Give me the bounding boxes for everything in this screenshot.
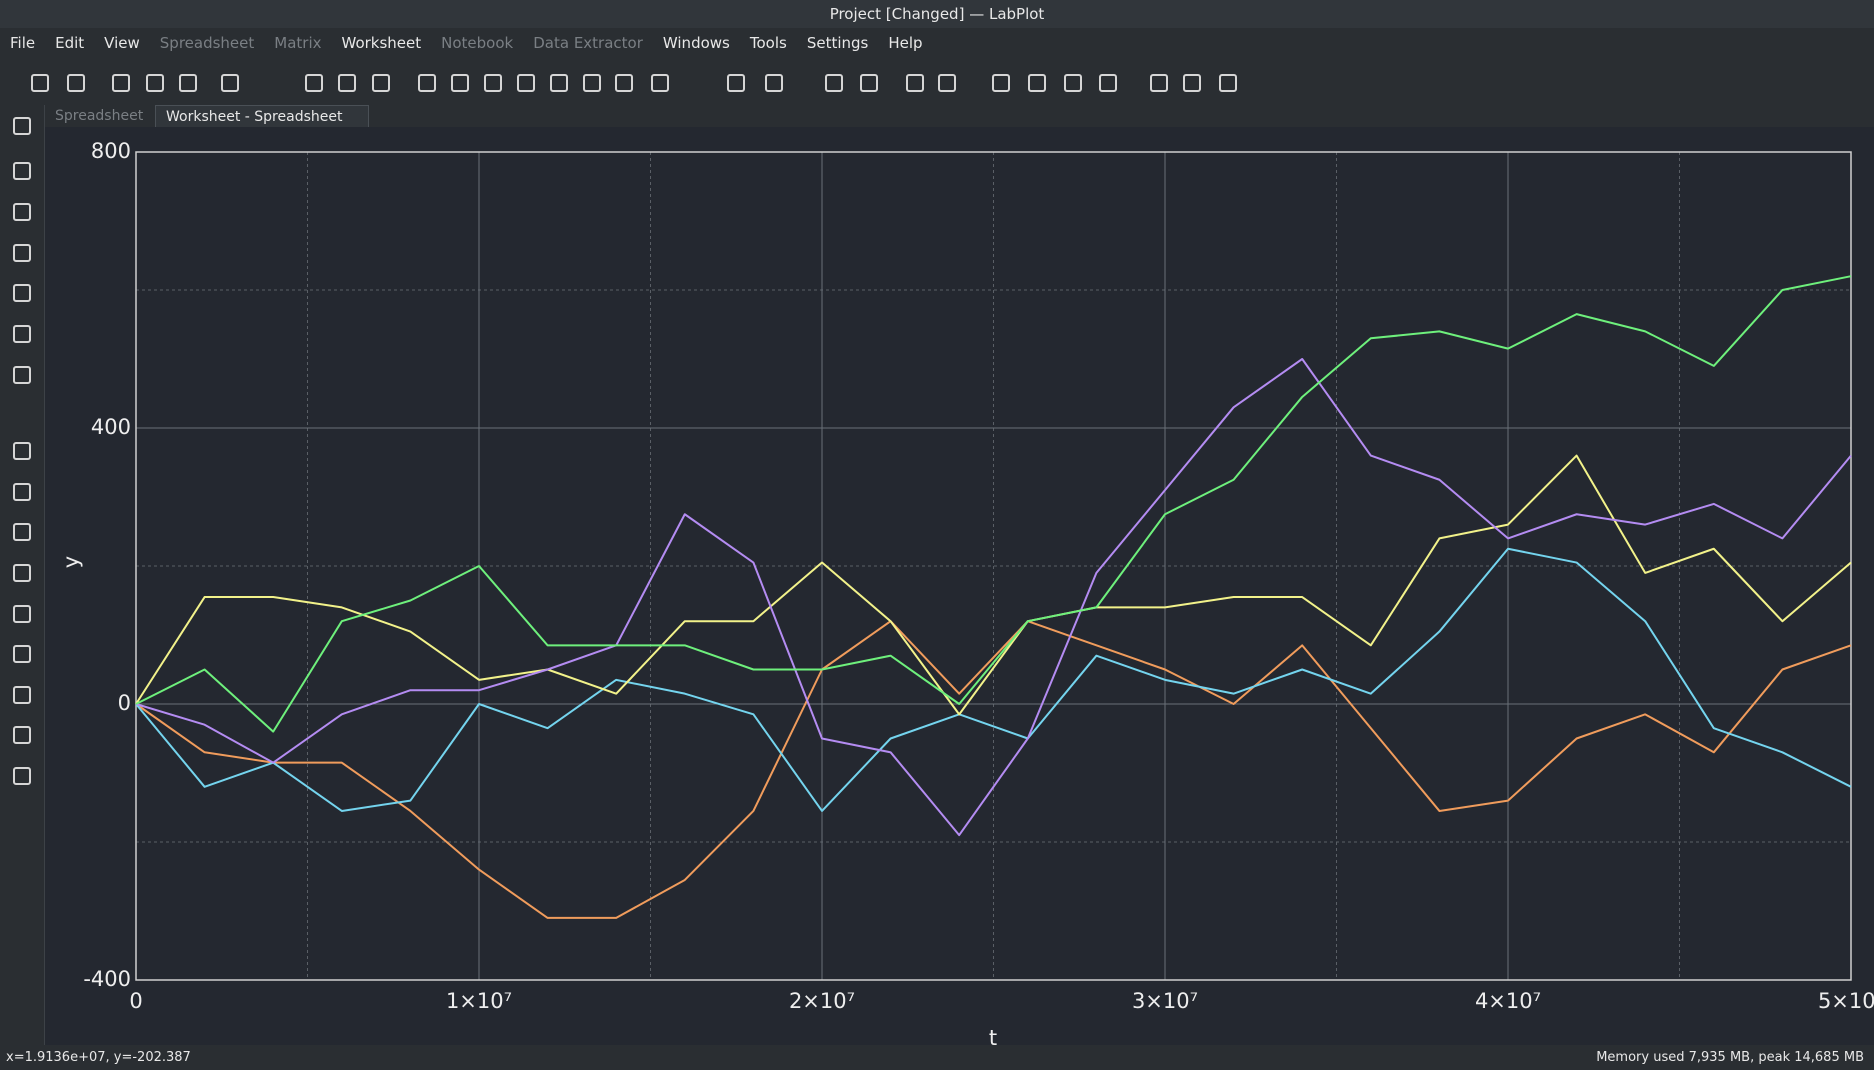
x-axis-label: t bbox=[989, 1026, 997, 1045]
tool-button[interactable] bbox=[13, 686, 31, 704]
menu-item[interactable]: Settings bbox=[797, 29, 879, 57]
tool-button[interactable] bbox=[13, 366, 31, 384]
tab[interactable]: Spreadsheet bbox=[45, 105, 169, 127]
menu-item[interactable]: View bbox=[94, 29, 150, 57]
toolbar-button[interactable] bbox=[1219, 74, 1237, 92]
menu-item[interactable]: Data Extractor bbox=[523, 29, 653, 57]
x-tick-label: 2×10⁷ bbox=[789, 989, 855, 1013]
tool-button[interactable] bbox=[13, 244, 31, 262]
toolbar-button[interactable] bbox=[727, 74, 745, 92]
tool-button[interactable] bbox=[13, 483, 31, 501]
tool-button[interactable] bbox=[13, 523, 31, 541]
tool-button[interactable] bbox=[13, 203, 31, 221]
menu-item[interactable]: Windows bbox=[653, 29, 740, 57]
tool-button[interactable] bbox=[13, 605, 31, 623]
side-toolbar bbox=[0, 105, 45, 1045]
memory-info: Memory used 7,935 MB, peak 14,685 MB bbox=[1596, 1046, 1864, 1070]
x-tick-label: 0 bbox=[129, 989, 142, 1013]
tool-button[interactable] bbox=[13, 325, 31, 343]
tab[interactable]: Worksheet - Spreadsheet bbox=[155, 105, 369, 129]
y-tick-label: 0 bbox=[118, 691, 131, 715]
toolbar-button[interactable] bbox=[615, 74, 633, 92]
toolbar-button[interactable] bbox=[906, 74, 924, 92]
menu-item[interactable]: Edit bbox=[45, 29, 94, 57]
tab-bar: Spreadsheet Worksheet - Spreadsheet bbox=[45, 105, 1874, 128]
x-tick-label: 5×10⁷ bbox=[1818, 989, 1874, 1013]
toolbar-button[interactable] bbox=[992, 74, 1010, 92]
toolbar-button[interactable] bbox=[67, 74, 85, 92]
toolbar-button[interactable] bbox=[146, 74, 164, 92]
toolbar-button[interactable] bbox=[221, 74, 239, 92]
x-tick-label: 4×10⁷ bbox=[1475, 989, 1541, 1013]
menu-item[interactable]: Notebook bbox=[431, 29, 523, 57]
tool-button[interactable] bbox=[13, 645, 31, 663]
toolbar-button[interactable] bbox=[765, 74, 783, 92]
toolbar-button[interactable] bbox=[860, 74, 878, 92]
toolbar-button[interactable] bbox=[825, 74, 843, 92]
tool-button[interactable] bbox=[13, 564, 31, 582]
x-tick-label: 3×10⁷ bbox=[1132, 989, 1198, 1013]
toolbar-button[interactable] bbox=[1028, 74, 1046, 92]
toolbar-button[interactable] bbox=[1183, 74, 1201, 92]
toolbar-button[interactable] bbox=[1064, 74, 1082, 92]
menu-item[interactable]: Matrix bbox=[264, 29, 331, 57]
tool-button[interactable] bbox=[13, 117, 31, 135]
menu-bar: FileEditViewSpreadsheetMatrixWorksheetNo… bbox=[0, 29, 1874, 57]
toolbar-button[interactable] bbox=[484, 74, 502, 92]
toolbar-button[interactable] bbox=[451, 74, 469, 92]
toolbar-button[interactable] bbox=[583, 74, 601, 92]
toolbar-button[interactable] bbox=[112, 74, 130, 92]
toolbar-button[interactable] bbox=[550, 74, 568, 92]
toolbar-button[interactable] bbox=[1150, 74, 1168, 92]
toolbar-button[interactable] bbox=[938, 74, 956, 92]
toolbar-button[interactable] bbox=[517, 74, 535, 92]
menu-item[interactable]: Tools bbox=[740, 29, 797, 57]
worksheet-background bbox=[45, 127, 1874, 1045]
tool-button[interactable] bbox=[13, 442, 31, 460]
toolbar-button[interactable] bbox=[1099, 74, 1117, 92]
menu-item[interactable]: Worksheet bbox=[332, 29, 432, 57]
toolbar-button[interactable] bbox=[31, 74, 49, 92]
toolbar-button[interactable] bbox=[651, 74, 669, 92]
y-tick-label: 800 bbox=[91, 139, 131, 163]
toolbar-button[interactable] bbox=[179, 74, 197, 92]
tool-button[interactable] bbox=[13, 767, 31, 785]
tool-button[interactable] bbox=[13, 284, 31, 302]
window-title: Project [Changed] — LabPlot bbox=[830, 5, 1045, 23]
title-bar: Project [Changed] — LabPlot bbox=[0, 0, 1874, 28]
status-bar: x=1.9136e+07, y=-202.387 Memory used 7,9… bbox=[0, 1046, 1874, 1070]
menu-item[interactable]: Help bbox=[878, 29, 932, 57]
toolbar-button[interactable] bbox=[418, 74, 436, 92]
cursor-position: x=1.9136e+07, y=-202.387 bbox=[6, 1046, 191, 1070]
worksheet: y t 01×10⁷2×10⁷3×10⁷4×10⁷5×10⁷-400040080… bbox=[45, 127, 1874, 1045]
tool-button[interactable] bbox=[13, 162, 31, 180]
menu-item[interactable]: Spreadsheet bbox=[150, 29, 264, 57]
toolbar-button[interactable] bbox=[305, 74, 323, 92]
toolbar-button[interactable] bbox=[372, 74, 390, 92]
y-axis-label: y bbox=[59, 556, 83, 568]
y-tick-label: 400 bbox=[91, 415, 131, 439]
y-tick-label: -400 bbox=[83, 967, 131, 991]
x-tick-label: 1×10⁷ bbox=[446, 989, 512, 1013]
menu-item[interactable]: File bbox=[0, 29, 45, 57]
toolbar-button[interactable] bbox=[338, 74, 356, 92]
tool-button[interactable] bbox=[13, 726, 31, 744]
toolbar bbox=[0, 62, 1874, 102]
